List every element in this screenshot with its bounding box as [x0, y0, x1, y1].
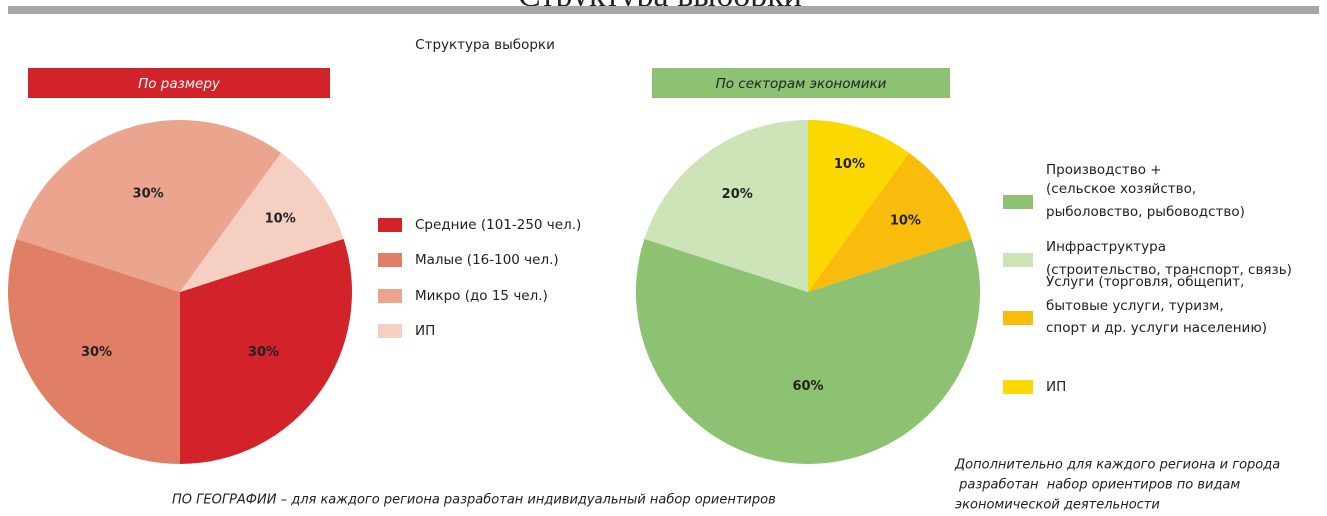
panel-header: [652, 68, 950, 98]
additional-note: экономической деятельности: [955, 498, 1160, 513]
pie-slice: [636, 238, 980, 465]
data-label: 10%: [265, 212, 296, 227]
legend-label: Инфраструктура: [1046, 239, 1166, 255]
legend-label: Средние (101-250 чел.): [415, 217, 581, 233]
legend-label: Микро (до 15 чел.): [415, 288, 548, 304]
pie-slice: [16, 119, 282, 292]
data-label: 20%: [722, 187, 753, 202]
data-label: 30%: [248, 345, 279, 360]
pie-slice: [644, 120, 808, 292]
legend-swatch: [1003, 253, 1033, 267]
legend-swatch: [378, 253, 402, 267]
data-label: 10%: [834, 157, 865, 172]
legend-label: Услуги (торговля, общепит,: [1046, 274, 1244, 290]
legend-swatch: [378, 324, 402, 338]
additional-note: Дополнительно для каждого региона и горо…: [954, 458, 1280, 473]
data-label: 30%: [81, 345, 112, 360]
legend-label: (строительство, транспорт, связь): [1046, 262, 1292, 278]
legend-swatch: [378, 218, 402, 232]
legend-label: Малые (16-100 чел.): [415, 252, 559, 268]
legend-label: спорт и др. услуги населению): [1046, 320, 1267, 336]
legend-label: ИП: [1046, 379, 1066, 395]
data-label: 30%: [133, 186, 164, 201]
geo-note: ПО ГЕОГРАФИИ – для каждого региона разра…: [172, 493, 776, 508]
legend-swatch: [1003, 380, 1033, 394]
legend-label: (сельское хозяйство,: [1046, 181, 1196, 197]
legend-label: рыболовство, рыбоводство): [1046, 204, 1245, 220]
pie-slice: [180, 152, 344, 292]
legend-swatch: [1003, 195, 1033, 209]
legend-label: Производство +: [1046, 162, 1162, 178]
legend-swatch: [1003, 311, 1033, 325]
pie-slice: [808, 120, 910, 292]
pie-slice: [7, 238, 181, 464]
pie-slice: [808, 152, 972, 292]
data-label: 10%: [890, 214, 921, 229]
pie-slice: [180, 238, 353, 464]
legend-label: бытовые услуги, туризм,: [1046, 298, 1224, 314]
legend-label: ИП: [415, 323, 435, 339]
top-bar: [8, 6, 1319, 14]
subtitle: Структура выборки: [415, 37, 555, 53]
data-label: 60%: [792, 379, 823, 394]
additional-note: разработан набор ориентиров по видам: [955, 478, 1240, 493]
legend-swatch: [378, 289, 402, 303]
panel-title: По размеру: [138, 76, 221, 92]
panel-header: [28, 68, 330, 98]
panel-title: По секторам экономики: [716, 76, 887, 92]
